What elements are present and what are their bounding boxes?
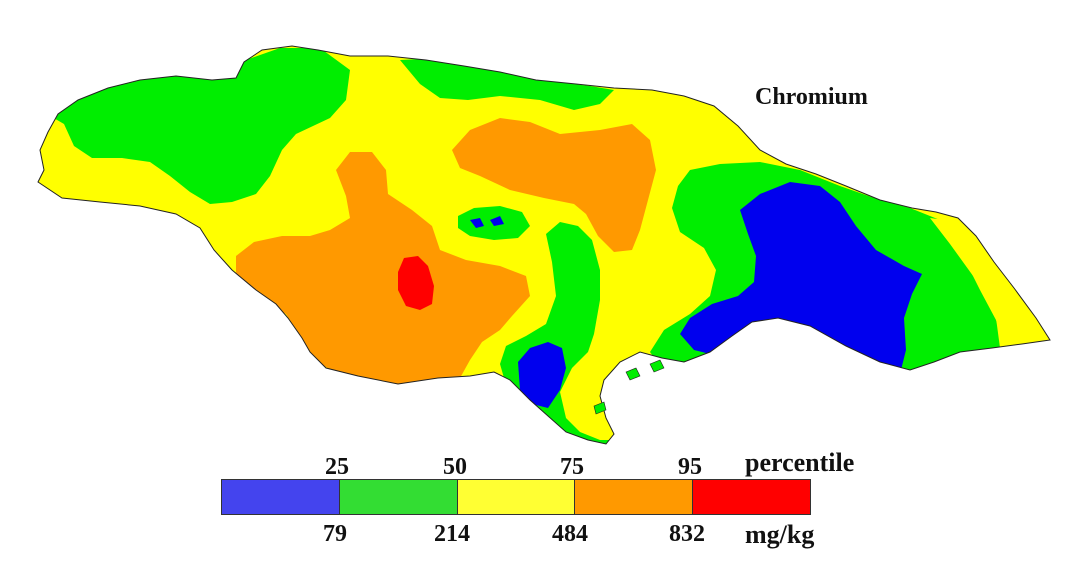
zone-orange-north-center: [452, 118, 656, 252]
zone-blue-east: [680, 182, 922, 374]
zone-green-north: [400, 58, 614, 110]
legend-swatch-75-95: [575, 480, 694, 514]
legend-value-79: 79: [323, 521, 347, 547]
legend-swatch-above-95: [693, 480, 810, 514]
south-coast-islets: [593, 359, 665, 415]
legend-percentile-50: 50: [443, 454, 467, 480]
legend-percentile-25: 25: [325, 454, 349, 480]
zone-green-northwest: [40, 48, 350, 204]
legend-value-832: 832: [669, 521, 705, 547]
zone-yellow-southeast: [930, 218, 1050, 348]
legend-percentile-95: 95: [678, 454, 702, 480]
legend-color-bar: [221, 479, 811, 515]
zone-blue-south: [518, 342, 566, 408]
legend-value-484: 484: [552, 521, 588, 547]
legend-swatch-50-75: [457, 480, 576, 514]
zone-orange-west: [236, 152, 530, 386]
legend-swatch-below-25: [222, 480, 340, 514]
map-title: Chromium: [755, 84, 868, 110]
legend-value-214: 214: [434, 521, 470, 547]
legend-percentile-label: percentile: [745, 448, 855, 477]
legend-percentile-75: 75: [560, 454, 584, 480]
zone-red-hotspot: [398, 256, 434, 310]
legend-swatch-25-50: [339, 480, 458, 514]
zone-blue-center-small: [470, 216, 504, 228]
legend-unit-label: mg/kg: [745, 520, 815, 549]
